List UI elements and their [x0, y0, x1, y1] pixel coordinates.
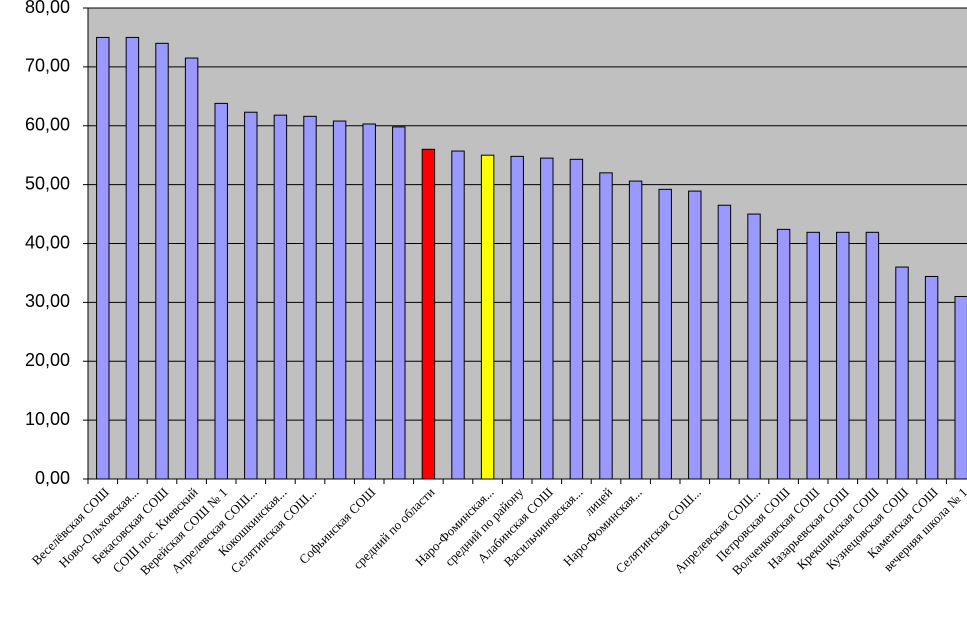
- bar: [184, 57, 199, 480]
- bar: [895, 266, 909, 480]
- bar: [806, 231, 820, 480]
- y-tick-label: 10,00: [25, 409, 70, 429]
- bar: [776, 228, 791, 480]
- bar: [628, 180, 643, 480]
- bar: [599, 172, 613, 480]
- bar: [332, 120, 347, 480]
- bar: [244, 111, 258, 480]
- bar: [836, 231, 850, 480]
- bar: [924, 275, 939, 480]
- y-tick-label: 60,00: [25, 115, 70, 135]
- bar: [155, 42, 169, 480]
- y-tick-label: 50,00: [25, 173, 70, 193]
- bar: [658, 188, 672, 480]
- bar: [214, 102, 228, 480]
- y-tick-label: 20,00: [25, 350, 70, 370]
- bar: [273, 114, 288, 480]
- bar: [451, 150, 465, 480]
- bar: [392, 126, 406, 480]
- y-tick-label: 0,00: [35, 468, 70, 488]
- bar: [688, 190, 702, 480]
- y-tick-label: 70,00: [25, 56, 70, 76]
- bar: [510, 155, 524, 480]
- bar: [954, 295, 967, 480]
- bar: [480, 154, 495, 480]
- bar: [125, 36, 140, 480]
- bar: [303, 115, 317, 480]
- bar: [540, 157, 554, 480]
- bar: [747, 213, 761, 480]
- y-tick-label: 80,00: [25, 0, 70, 17]
- bar: [865, 231, 880, 480]
- bar: [362, 123, 376, 480]
- bar: [569, 158, 584, 480]
- y-tick-label: 40,00: [25, 232, 70, 252]
- bar: [421, 148, 436, 480]
- bar: [96, 36, 110, 480]
- y-tick-label: 30,00: [25, 291, 70, 311]
- bar: [717, 204, 732, 480]
